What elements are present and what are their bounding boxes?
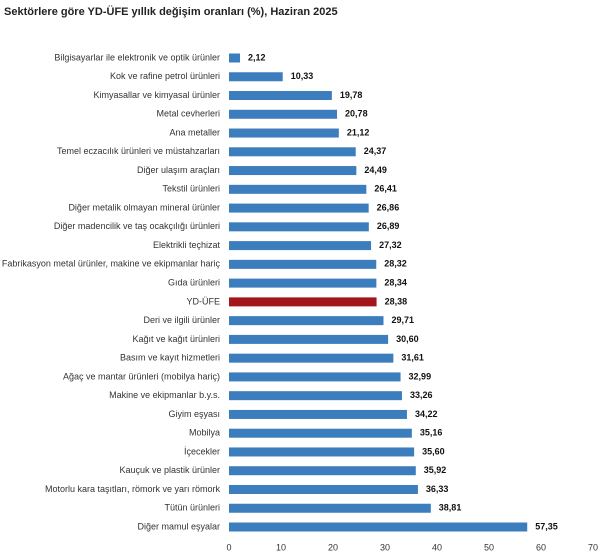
value-label: 30,60 [396, 334, 419, 344]
x-tick-label: 70 [588, 542, 598, 552]
y-tick-label: Diğer madencilik ve taş ocakçılığı ürünl… [54, 221, 220, 231]
value-label: 26,89 [377, 221, 400, 231]
bar [229, 391, 402, 401]
y-tick-label: Fabrikasyon metal ürünler, makine ve eki… [2, 259, 221, 269]
y-tick-label: Kimyasallar ve kimyasal ürünler [93, 90, 220, 100]
bar [229, 466, 416, 476]
bar [229, 259, 377, 269]
value-label: 33,26 [410, 390, 433, 400]
bar [229, 72, 283, 82]
value-label: 21,12 [347, 127, 370, 137]
value-label: 19,78 [340, 90, 363, 100]
x-tick-label: 10 [276, 542, 286, 552]
value-label: 28,32 [384, 259, 407, 269]
value-label: 24,37 [364, 146, 387, 156]
bar [229, 128, 339, 138]
bar [229, 147, 356, 157]
bar [229, 109, 338, 119]
y-tick-label: Motorlu kara taşıtları, römork ve yarı r… [45, 484, 221, 494]
value-label: 29,71 [391, 315, 414, 325]
value-label: 35,92 [424, 465, 447, 475]
value-label: 57,35 [535, 521, 558, 531]
bar [229, 353, 394, 363]
y-tick-label: Ana metaller [169, 127, 220, 137]
bar [229, 241, 372, 251]
y-tick-label: Elektrikli teçhizat [153, 240, 221, 250]
bar [229, 503, 431, 513]
value-label: 36,33 [426, 484, 449, 494]
y-tick-label: Diğer ulaşım araçları [137, 165, 220, 175]
x-tick-label: 30 [380, 542, 390, 552]
bar [229, 53, 241, 63]
x-tick-label: 20 [328, 542, 338, 552]
value-label: 35,60 [422, 446, 445, 456]
value-label: 38,81 [439, 503, 462, 513]
value-label: 20,78 [345, 109, 368, 119]
y-tick-label: Metal cevherleri [156, 109, 220, 119]
bar [229, 297, 377, 307]
value-label: 28,38 [385, 296, 408, 306]
bar [229, 91, 332, 101]
y-tick-label: YD-ÜFE [187, 296, 221, 306]
y-tick-label: Kağıt ve kağıt ürünleri [132, 334, 220, 344]
value-label: 10,33 [291, 71, 314, 81]
bar [229, 184, 367, 194]
x-tick-label: 60 [536, 542, 546, 552]
bar [229, 447, 415, 457]
value-label: 26,86 [377, 202, 400, 212]
bar [229, 409, 407, 419]
y-tick-label: Deri ve ilgili ürünler [143, 315, 220, 325]
y-tick-label: Tekstil ürünleri [162, 184, 220, 194]
bar [229, 372, 401, 382]
y-tick-label: Giyim eşyası [168, 409, 220, 419]
y-tick-label: Gıda ürünleri [168, 277, 220, 287]
bar [229, 428, 412, 438]
y-tick-label: Diğer metalik olmayan mineral ürünler [68, 202, 220, 212]
y-tick-label: Temel eczacılık ürünleri ve müstahzarlar… [57, 146, 220, 156]
value-label: 28,34 [384, 277, 407, 287]
bar [229, 278, 377, 288]
value-label: 34,22 [415, 409, 438, 419]
x-tick-label: 0 [226, 542, 231, 552]
value-label: 32,99 [409, 371, 432, 381]
bar [229, 203, 369, 213]
value-label: 35,16 [420, 428, 443, 438]
bar [229, 522, 528, 532]
value-label: 26,41 [374, 184, 397, 194]
y-tick-label: Mobilya [189, 428, 220, 438]
y-tick-label: Makine ve ekipmanlar b.y.s. [109, 390, 220, 400]
y-tick-label: Ağaç ve mantar ürünleri (mobilya hariç) [63, 371, 220, 381]
y-tick-label: Kok ve rafine petrol ürünleri [110, 71, 220, 81]
y-tick-label: Basım ve kayıt hizmetleri [120, 353, 220, 363]
bar [229, 484, 418, 494]
value-label: 24,49 [364, 165, 387, 175]
value-label: 2,12 [248, 52, 266, 62]
value-label: 31,61 [401, 353, 424, 363]
y-tick-label: Tütün ürünleri [164, 503, 220, 513]
bar [229, 334, 389, 344]
chart-title: Sektörlere göre YD-ÜFE yıllık değişim or… [4, 5, 338, 18]
y-tick-label: Kauçuk ve plastik ürünler [119, 465, 220, 475]
bar [229, 166, 357, 176]
y-tick-label: İçecekler [184, 446, 220, 456]
y-tick-label: Diğer mamul eşyalar [137, 521, 220, 531]
x-tick-label: 40 [432, 542, 442, 552]
bar [229, 316, 384, 326]
x-tick-label: 50 [484, 542, 494, 552]
value-label: 27,32 [379, 240, 402, 250]
bar [229, 222, 369, 232]
y-tick-label: Bilgisayarlar ile elektronik ve optik ür… [54, 52, 220, 62]
